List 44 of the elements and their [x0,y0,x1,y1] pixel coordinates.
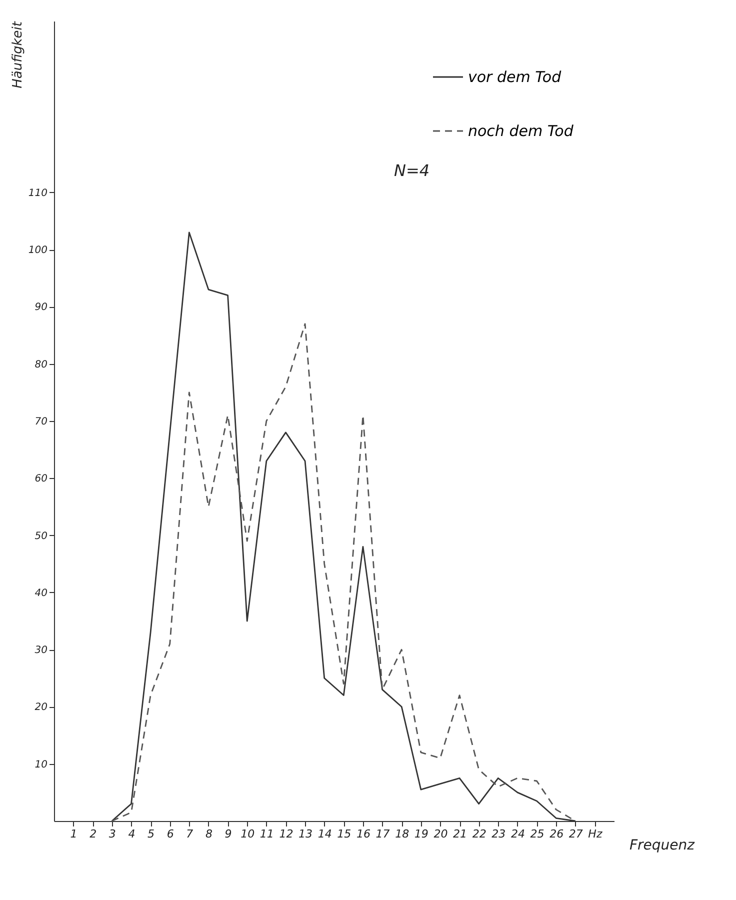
y-tick-label: 60 [34,474,48,485]
x-tick-label: 27 [568,828,583,840]
legend-label: vor dem Tod [468,68,562,86]
x-tick-label: 12 [279,828,294,840]
x-tick-label: 26 [550,828,564,840]
x-tick-label: 10 [240,828,255,840]
x-tick-label: 8 [205,828,212,840]
x-tick-label: 18 [395,828,410,840]
x-tick-label: 2 [90,828,97,840]
x-tick-label: 15 [337,828,352,840]
x-tick-label: 11 [260,828,274,840]
y-tick-label: 90 [34,302,48,314]
legend-label: noch dem Tod [468,122,574,140]
y-tick-label: 30 [34,645,48,656]
x-tick-label: 24 [510,828,525,840]
y-tick-label: 70 [34,416,48,428]
y-tick-label: 100 [28,245,48,256]
y-tick-label: 110 [28,188,48,199]
x-tick-label: 7 [186,828,194,840]
x-tick-label: 5 [148,828,155,840]
x-tick-label: 3 [108,828,116,840]
x-axis-title: Frequenz [630,838,696,854]
x-tick-label: 6 [166,828,174,840]
x-tick-label: 17 [376,828,390,840]
y-tick-label: 10 [34,759,48,770]
x-tick-label: 23 [492,828,506,840]
x-tick-label: 9 [224,828,232,840]
y-axis-title: Häufigkeit [10,20,26,88]
x-tick-label: 21 [453,828,468,840]
x-tick-label: 22 [472,828,486,840]
annotation: N=4 [394,161,430,180]
x-tick-label: 25 [530,828,544,840]
x-tick-label: 13 [298,828,313,840]
y-tick-label: 20 [34,702,48,714]
x-tick-label: 4 [128,828,136,840]
y-tick-label: 40 [34,588,48,599]
y-tick-label: 50 [34,530,48,542]
y-tick-label: 80 [34,359,48,370]
x-tick-label: 20 [434,828,448,840]
x-tick-label: 16 [356,828,370,840]
x-tick-label: 19 [414,828,428,840]
x-tick-label: 1 [70,828,78,840]
x-tick-label: 14 [318,828,332,840]
x-tick-label: Hz [588,828,602,840]
